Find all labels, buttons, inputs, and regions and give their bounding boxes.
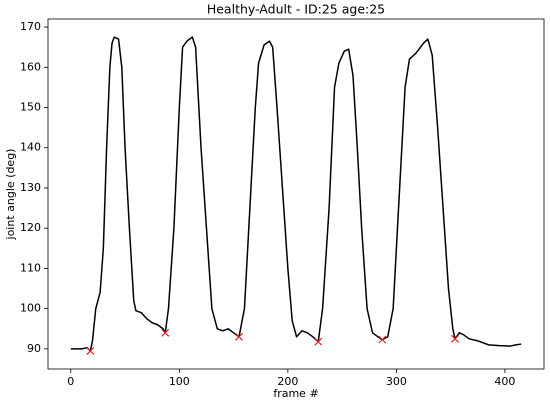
data-line — [70, 36, 522, 352]
x-tick-label: 0 — [67, 375, 74, 388]
marker — [86, 346, 95, 355]
y-tick-label: 170 — [20, 20, 41, 33]
marker — [235, 332, 243, 341]
marker — [451, 334, 459, 343]
x-axis-label: frame # — [273, 387, 318, 400]
x-tick-label: 100 — [169, 375, 190, 388]
y-tick-label: 100 — [20, 302, 41, 315]
y-tick-label: 90 — [27, 342, 41, 355]
y-tick-label: 150 — [20, 101, 41, 114]
y-tick-label: 140 — [20, 141, 41, 154]
chart-title: Healthy-Adult - ID:25 age:25 — [207, 2, 385, 17]
x-tick-label: 300 — [386, 375, 407, 388]
marker — [161, 328, 170, 337]
marker — [378, 335, 387, 344]
y-tick-label: 120 — [20, 221, 41, 234]
y-tick-label: 110 — [20, 261, 41, 274]
y-axis-label: joint angle (deg) — [4, 149, 17, 241]
y-tick-label: 130 — [20, 181, 41, 194]
marker — [314, 337, 323, 346]
x-tick-label: 400 — [494, 375, 515, 388]
x-tick-label: 200 — [277, 375, 298, 388]
plot-frame — [47, 18, 545, 370]
y-tick-label: 160 — [20, 60, 41, 73]
